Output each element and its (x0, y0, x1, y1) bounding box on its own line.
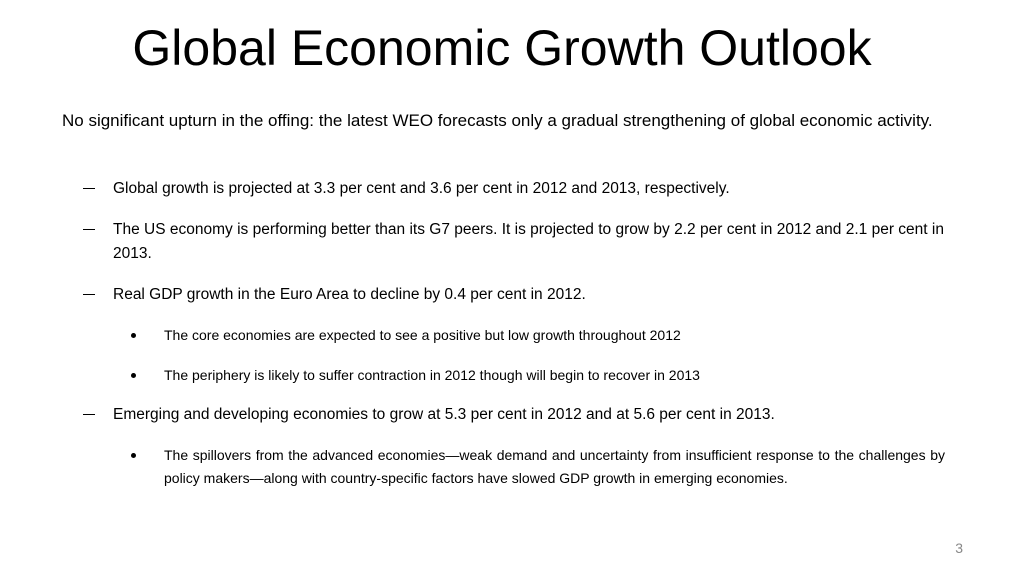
bullet-item: Emerging and developing economies to gro… (83, 403, 944, 427)
bullet-item: The US economy is performing better than… (83, 218, 944, 266)
dash-marker (83, 229, 95, 230)
bullet-text: Global growth is projected at 3.3 per ce… (113, 180, 730, 197)
slide-title: Global Economic Growth Outlook (132, 20, 872, 76)
dot-marker (131, 333, 136, 338)
sub-bullet-item: The spillovers from the advanced economi… (131, 444, 945, 489)
dash-marker (83, 414, 95, 415)
dash-marker (83, 188, 95, 189)
sub-bullet-item: The core economies are expected to see a… (131, 324, 945, 347)
bullet-item: Real GDP growth in the Euro Area to decl… (83, 283, 944, 307)
dot-marker (131, 372, 136, 378)
page-number: 3 (955, 540, 963, 556)
bullet-list: Global growth is projected at 3.3 per ce… (0, 177, 1024, 506)
sub-bullet-text: The spillovers from the advanced economi… (164, 447, 945, 486)
sub-bullet-text: The periphery is likely to suffer contra… (164, 366, 700, 383)
sub-bullet-text: The core economies are expected to see a… (164, 327, 681, 343)
intro-text: No significant upturn in the offing: the… (62, 111, 933, 130)
dash-marker (83, 294, 95, 295)
sub-bullet-item: The periphery is likely to suffer contra… (131, 364, 945, 387)
dot-marker (131, 453, 136, 458)
bullet-item: Global growth is projected at 3.3 per ce… (83, 177, 944, 201)
bullet-text: Emerging and developing economies to gro… (113, 406, 775, 423)
bullet-text: Real GDP growth in the Euro Area to decl… (113, 286, 586, 303)
bullet-text: The US economy is performing better than… (113, 221, 944, 262)
